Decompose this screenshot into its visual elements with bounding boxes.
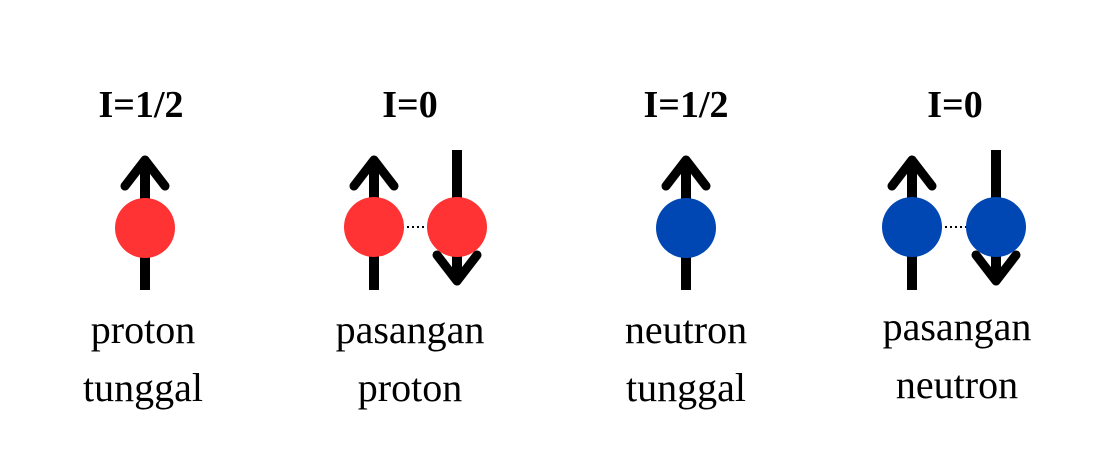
panel-neutron-pair: I=0 pasangan neutron — [882, 84, 1031, 407]
proton-particle — [427, 197, 487, 257]
caption-line-2: tunggal — [83, 365, 203, 410]
spin-label: I=0 — [382, 84, 437, 126]
caption-line-1: neutron — [625, 307, 747, 352]
caption-line-1: pasangan — [883, 304, 1032, 349]
proton-particle — [115, 198, 175, 258]
spin-label: I=1/2 — [644, 84, 729, 126]
neutron-particle — [966, 197, 1026, 257]
caption-line-2: neutron — [896, 362, 1018, 407]
spin-label: I=1/2 — [99, 84, 184, 126]
caption-line-1: pasangan — [336, 307, 485, 352]
neutron-particle — [882, 197, 942, 257]
panel-single-proton: I=1/2 proton tunggal — [83, 84, 203, 410]
spin-label: I=0 — [927, 84, 982, 126]
caption-line-1: proton — [91, 307, 195, 352]
panel-proton-pair: I=0 pasangan proton — [336, 84, 487, 410]
proton-particle — [344, 197, 404, 257]
caption-line-2: tunggal — [626, 365, 746, 410]
panel-single-neutron: I=1/2 neutron tunggal — [625, 84, 747, 410]
neutron-particle — [656, 198, 716, 258]
caption-line-2: proton — [358, 365, 462, 410]
